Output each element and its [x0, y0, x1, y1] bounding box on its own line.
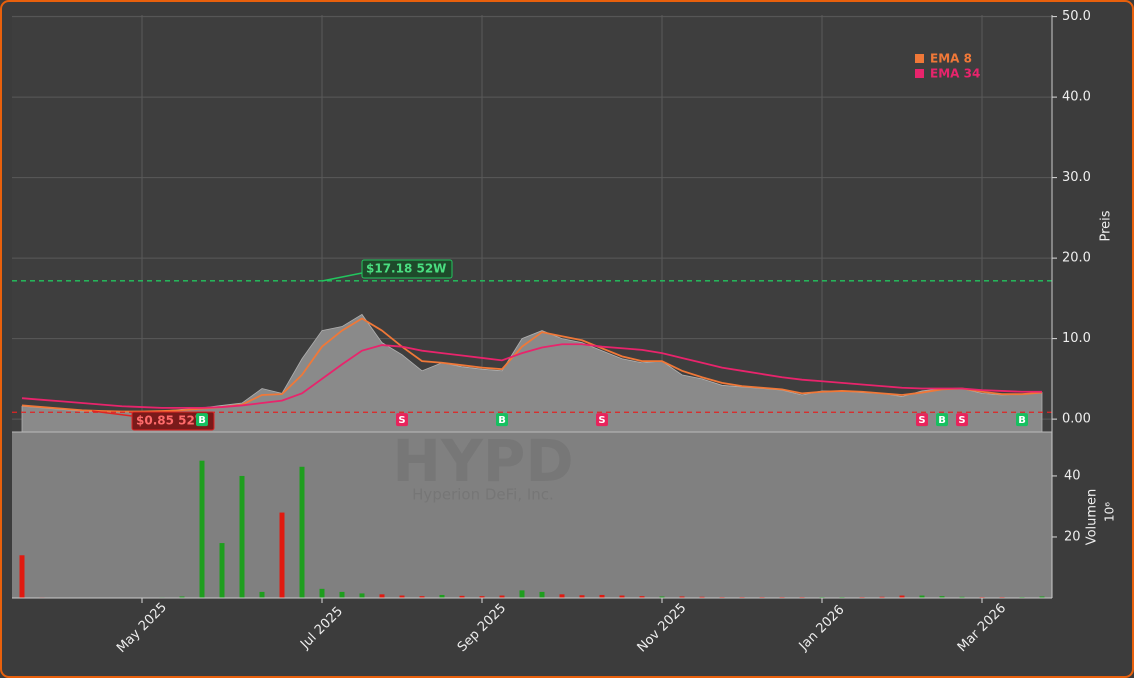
volume-tick-label: 20	[1064, 529, 1081, 544]
volume-bar	[939, 596, 945, 598]
volume-unit: 10⁶	[1103, 502, 1117, 522]
volume-bar	[219, 543, 225, 598]
signal-marker	[496, 413, 508, 427]
volume-axis-label: Volumen	[1085, 489, 1100, 546]
volume-bar	[539, 591, 545, 598]
volume-bar	[559, 594, 565, 598]
y-tick-label: 10.0	[1062, 331, 1091, 346]
volume-bar	[199, 460, 205, 598]
volume-bar	[379, 594, 385, 598]
legend-swatch	[915, 69, 924, 78]
volume-panel	[12, 432, 1052, 598]
volume-bar	[259, 591, 265, 598]
signal-marker	[596, 413, 608, 427]
volume-bar	[419, 596, 425, 598]
volume-bar	[619, 595, 625, 598]
signal-label: B	[1018, 415, 1026, 426]
signal-marker	[396, 413, 408, 427]
high-arrow	[321, 272, 363, 282]
volume-tick-label: 40	[1064, 468, 1081, 483]
watermark-ticker: HYPD	[392, 427, 573, 495]
signal-marker	[956, 413, 968, 427]
volume-bar	[679, 596, 685, 598]
y-tick-label: 30.0	[1062, 170, 1091, 185]
signal-label: S	[958, 415, 965, 426]
legend-swatch	[915, 54, 924, 63]
volume-bar	[899, 595, 905, 598]
legend-label: EMA 8	[930, 52, 972, 66]
volume-bar	[919, 595, 925, 598]
volume-bar	[1039, 596, 1045, 598]
volume-bar	[519, 590, 525, 598]
volume-bar	[699, 596, 705, 598]
volume-bar	[579, 595, 585, 598]
volume-bar	[459, 595, 465, 598]
volume-bar	[439, 594, 445, 598]
signal-marker	[196, 413, 208, 427]
y-tick-label: 40.0	[1062, 90, 1091, 105]
y-axis-label: Preis	[1099, 210, 1114, 241]
volume-bar	[19, 555, 25, 598]
high-label-box	[361, 259, 453, 279]
signal-marker	[1016, 413, 1028, 427]
signal-label: S	[398, 415, 405, 426]
volume-bar	[499, 595, 505, 598]
volume-bar	[279, 512, 285, 598]
high-label: $17.18 52W	[366, 262, 446, 276]
legend-label: EMA 34	[930, 67, 980, 81]
low-label: $0.85 52W	[136, 414, 208, 428]
y-tick-label: 50.0	[1062, 9, 1091, 24]
volume-bar	[639, 596, 645, 598]
volume-bar	[319, 588, 325, 598]
volume-bar	[239, 475, 245, 598]
volume-bar	[599, 594, 605, 598]
watermark-company: Hyperion DeFi, Inc.	[412, 486, 554, 504]
volume-bar	[479, 596, 485, 598]
volume-bar	[399, 595, 405, 598]
signal-label: B	[938, 415, 946, 426]
signal-label: B	[498, 415, 506, 426]
low-label-box	[131, 411, 215, 431]
signal-label: B	[198, 415, 206, 426]
volume-bar	[299, 466, 305, 598]
signal-label: S	[598, 415, 605, 426]
signal-marker	[936, 413, 948, 427]
ema-line	[21, 317, 1043, 413]
y-tick-label: 20.0	[1062, 251, 1091, 266]
volume-bar	[959, 596, 965, 598]
volume-bar	[359, 593, 365, 598]
signal-marker	[916, 413, 928, 427]
volume-bar	[339, 591, 345, 598]
ema-line	[21, 343, 1042, 409]
volume-bar	[659, 596, 665, 598]
volume-bar	[879, 596, 885, 598]
signal-label: S	[918, 415, 925, 426]
low-arrow	[91, 410, 133, 417]
y-tick-label: 0.00	[1062, 412, 1091, 427]
volume-bar	[179, 596, 185, 598]
